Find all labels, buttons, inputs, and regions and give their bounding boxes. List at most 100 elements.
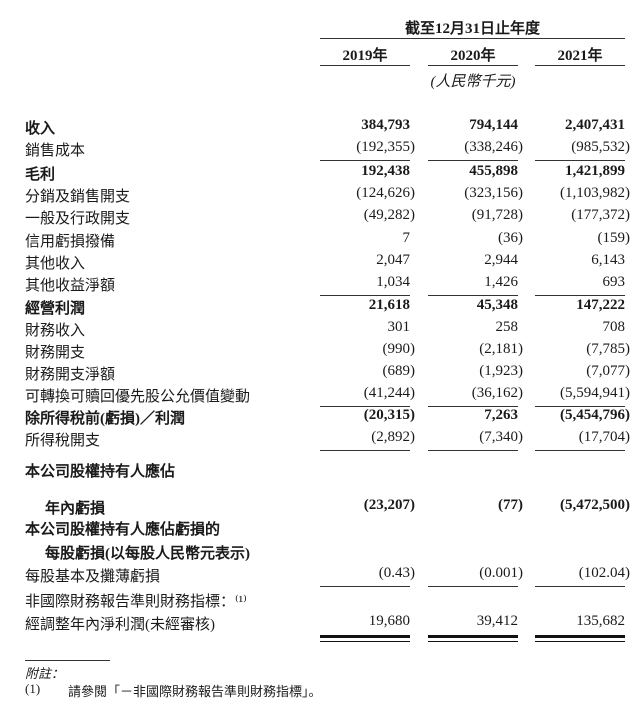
row-label: 非國際財務報告準則財務指標：⁽¹⁾ bbox=[25, 594, 247, 610]
cell-value-2019: (689) bbox=[382, 363, 416, 379]
year-divider bbox=[428, 65, 518, 66]
cell-value-2020: (1,923) bbox=[479, 363, 523, 379]
cell-value-2020: (36,162) bbox=[471, 385, 523, 401]
cell-value-2020: 1,426 bbox=[484, 274, 518, 290]
cell-value-2020: (91,728) bbox=[471, 207, 523, 223]
cell-value-2020: 39,412 bbox=[476, 613, 518, 629]
subtotal-underline bbox=[320, 586, 410, 587]
cell-value-2019: 7 bbox=[402, 230, 411, 246]
header-divider bbox=[320, 38, 625, 39]
cell-value-2021: 135,682 bbox=[576, 613, 625, 629]
row-label: 收入 bbox=[25, 121, 56, 137]
cell-value-2021: 708 bbox=[602, 319, 626, 335]
cell-value-2020: (36) bbox=[498, 230, 523, 246]
cell-value-2021: (1,103,982) bbox=[560, 185, 630, 201]
cell-value-2021: (7,077) bbox=[586, 363, 630, 379]
cell-value-2021: 2,407,431 bbox=[565, 117, 625, 133]
cell-value-2020: (338,246) bbox=[464, 139, 523, 155]
cell-value-2019: (124,626) bbox=[356, 185, 415, 201]
row-label: 財務開支淨額 bbox=[25, 367, 116, 383]
cell-value-2021: (102.04) bbox=[578, 565, 630, 581]
cell-value-2021: 693 bbox=[602, 274, 626, 290]
cell-value-2019: 192,438 bbox=[361, 163, 410, 179]
subtotal-underline bbox=[535, 450, 625, 451]
cell-value-2020: 794,144 bbox=[469, 117, 518, 133]
cell-value-2019: (41,244) bbox=[363, 385, 415, 401]
subtotal-underline bbox=[428, 450, 518, 451]
subtotal-underline bbox=[320, 450, 410, 451]
year-2021-header: 2021年 bbox=[557, 48, 603, 64]
cell-value-2019: 2,047 bbox=[376, 252, 410, 268]
footnote-marker: (1) bbox=[25, 681, 41, 696]
cell-value-2019: (990) bbox=[382, 341, 416, 357]
row-label: 所得稅開支 bbox=[25, 433, 101, 449]
cell-value-2021: (5,454,796) bbox=[560, 407, 630, 423]
cell-value-2021: 1,421,899 bbox=[565, 163, 625, 179]
cell-value-2020: 2,944 bbox=[484, 252, 518, 268]
footnote-heading: 附註： bbox=[25, 666, 65, 681]
row-label: 信用虧損撥備 bbox=[25, 234, 116, 250]
row-label: 本公司股權持有人應佔虧損的 bbox=[25, 522, 221, 538]
subtotal-underline bbox=[320, 295, 410, 296]
cell-value-2019: 301 bbox=[387, 319, 411, 335]
cell-value-2019: (49,282) bbox=[363, 207, 415, 223]
cell-value-2021: (159) bbox=[597, 230, 631, 246]
cell-value-2020: (0.001) bbox=[479, 565, 523, 581]
year-2019-header: 2019年 bbox=[342, 48, 388, 64]
cell-value-2019: 384,793 bbox=[361, 117, 410, 133]
row-label: 分銷及銷售開支 bbox=[25, 189, 131, 205]
cell-value-2019: 19,680 bbox=[368, 613, 410, 629]
row-label: 一般及行政開支 bbox=[25, 211, 131, 227]
row-label: 每股虧損(以每股人民幣元表示) bbox=[45, 546, 250, 562]
row-label: 經營利潤 bbox=[25, 301, 86, 317]
subtotal-underline bbox=[428, 160, 518, 161]
subtotal-underline bbox=[535, 586, 625, 587]
row-label: 毛利 bbox=[25, 167, 56, 183]
subtotal-underline bbox=[428, 586, 518, 587]
cell-value-2019: 21,618 bbox=[368, 297, 410, 313]
cell-value-2020: 45,348 bbox=[476, 297, 518, 313]
row-label: 本公司股權持有人應佔 bbox=[25, 464, 176, 480]
cell-value-2021: (985,532) bbox=[571, 139, 630, 155]
cell-value-2021: (7,785) bbox=[586, 341, 630, 357]
cell-value-2020: (323,156) bbox=[464, 185, 523, 201]
row-label: 可轉換可贖回優先股公允價值變動 bbox=[25, 389, 251, 405]
subtotal-underline bbox=[320, 160, 410, 161]
subtotal-underline bbox=[535, 295, 625, 296]
cell-value-2020: 258 bbox=[495, 319, 519, 335]
cell-value-2021: 6,143 bbox=[591, 252, 625, 268]
cell-value-2021: 147,222 bbox=[576, 297, 625, 313]
cell-value-2020: 455,898 bbox=[469, 163, 518, 179]
period-header: 截至12月31日止年度 bbox=[404, 21, 540, 37]
cell-value-2020: (2,181) bbox=[479, 341, 523, 357]
cell-value-2019: (20,315) bbox=[363, 407, 415, 423]
row-label: 其他收入 bbox=[25, 256, 86, 272]
cell-value-2021: (17,704) bbox=[578, 429, 630, 445]
year-divider bbox=[320, 65, 410, 66]
cell-value-2019: (2,892) bbox=[371, 429, 415, 445]
row-label: 經調整年內淨利潤(未經審核) bbox=[25, 617, 215, 633]
subtotal-underline bbox=[428, 406, 518, 407]
row-label: 財務開支 bbox=[25, 345, 86, 361]
cell-value-2020: (7,340) bbox=[479, 429, 523, 445]
footnote-divider bbox=[25, 660, 110, 661]
subtotal-underline bbox=[535, 406, 625, 407]
cell-value-2019: 1,034 bbox=[376, 274, 410, 290]
year-divider bbox=[535, 65, 625, 66]
subtotal-underline bbox=[428, 295, 518, 296]
total-double-underline bbox=[428, 635, 518, 642]
footnote-text: 請參閱「－非國際財務報告準則財務指標」。 bbox=[68, 684, 322, 699]
row-label: 財務收入 bbox=[25, 323, 86, 339]
subtotal-underline bbox=[535, 160, 625, 161]
total-double-underline bbox=[535, 635, 625, 642]
row-label: 年內虧損 bbox=[45, 501, 106, 517]
cell-value-2021: (5,594,941) bbox=[560, 385, 630, 401]
row-label: 除所得稅前(虧損)／利潤 bbox=[25, 411, 185, 427]
total-double-underline bbox=[320, 635, 410, 642]
year-2020-header: 2020年 bbox=[450, 48, 496, 64]
cell-value-2019: (23,207) bbox=[363, 497, 415, 513]
row-label: 每股基本及攤薄虧損 bbox=[25, 569, 161, 585]
subtotal-underline bbox=[320, 406, 410, 407]
cell-value-2020: 7,263 bbox=[484, 407, 518, 423]
row-label: 銷售成本 bbox=[25, 143, 86, 159]
